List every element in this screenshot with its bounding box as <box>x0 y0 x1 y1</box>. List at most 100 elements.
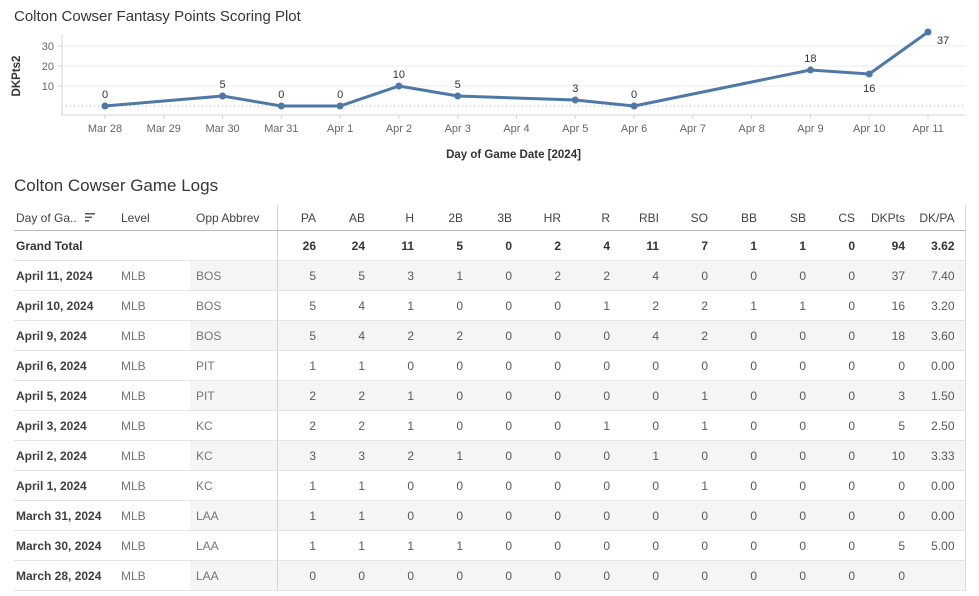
cell-stat[interactable]: 2 <box>375 440 424 471</box>
cell-level[interactable]: MLB <box>115 530 190 561</box>
cell-opp-abbrev[interactable]: LAA <box>190 500 277 531</box>
cell-stat[interactable]: 2 <box>669 320 718 351</box>
cell-stat[interactable]: 2 <box>522 260 571 291</box>
cell-stat[interactable]: 0 <box>718 350 767 381</box>
grand-total-value[interactable]: 3.62 <box>915 230 966 261</box>
cell-stat[interactable]: 0 <box>620 410 669 441</box>
cell-stat[interactable]: 2 <box>620 290 669 321</box>
cell-level[interactable]: MLB <box>115 380 190 411</box>
cell-stat[interactable]: 3.20 <box>915 290 966 321</box>
data-point-marker[interactable] <box>806 66 814 74</box>
column-header-dkpts[interactable]: DKPts <box>865 205 915 231</box>
grand-total-label[interactable]: Grand Total <box>14 230 115 261</box>
cell-stat[interactable]: 0 <box>375 350 424 381</box>
cell-level[interactable]: MLB <box>115 560 190 591</box>
cell-stat[interactable]: 0 <box>767 500 816 531</box>
data-point-marker[interactable] <box>454 92 462 100</box>
cell-stat[interactable]: 1 <box>276 500 326 531</box>
cell-stat[interactable]: 2.50 <box>915 410 966 441</box>
cell-stat[interactable]: 1 <box>326 350 375 381</box>
cell-stat[interactable]: 0 <box>816 440 865 471</box>
cell-stat[interactable]: 5 <box>276 260 326 291</box>
cell-stat[interactable]: 2 <box>326 380 375 411</box>
cell-stat[interactable]: 0 <box>473 350 522 381</box>
cell-stat[interactable]: 0 <box>865 350 915 381</box>
cell-stat[interactable]: 2 <box>669 290 718 321</box>
cell-opp[interactable] <box>190 230 277 261</box>
cell-stat[interactable]: 1 <box>424 530 473 561</box>
cell-stat[interactable]: 3 <box>276 440 326 471</box>
cell-stat[interactable]: 0 <box>767 260 816 291</box>
column-header-bb[interactable]: BB <box>718 205 767 231</box>
cell-stat[interactable]: 0 <box>424 500 473 531</box>
cell-game-date[interactable]: April 11, 2024 <box>14 260 115 291</box>
cell-stat[interactable]: 0 <box>669 260 718 291</box>
cell-stat[interactable]: 0 <box>522 410 571 441</box>
cell-stat[interactable]: 0 <box>865 500 915 531</box>
cell-stat[interactable]: 0 <box>326 560 375 591</box>
grand-total-value[interactable]: 5 <box>424 230 473 261</box>
cell-stat[interactable]: 5 <box>865 530 915 561</box>
cell-stat[interactable]: 0 <box>522 290 571 321</box>
data-point-marker[interactable] <box>219 92 227 100</box>
cell-stat[interactable]: 18 <box>865 320 915 351</box>
column-header-rbi[interactable]: RBI <box>620 205 669 231</box>
cell-stat[interactable]: 1 <box>326 500 375 531</box>
cell-stat[interactable]: 0 <box>375 470 424 501</box>
cell-stat[interactable]: 0 <box>816 560 865 591</box>
cell-stat[interactable]: 0.00 <box>915 350 966 381</box>
cell-game-date[interactable]: March 28, 2024 <box>14 560 115 591</box>
grand-total-value[interactable]: 11 <box>620 230 669 261</box>
cell-stat[interactable]: 0 <box>473 260 522 291</box>
cell-stat[interactable]: 0 <box>718 380 767 411</box>
cell-level[interactable]: MLB <box>115 440 190 471</box>
cell-opp-abbrev[interactable]: KC <box>190 440 277 471</box>
cell-stat[interactable]: 0 <box>767 560 816 591</box>
cell-stat[interactable]: 0 <box>767 440 816 471</box>
cell-opp-abbrev[interactable]: PIT <box>190 380 277 411</box>
cell-stat[interactable]: 0 <box>816 350 865 381</box>
data-point-marker[interactable] <box>336 102 344 110</box>
cell-stat[interactable]: 0 <box>816 470 865 501</box>
cell-opp-abbrev[interactable]: LAA <box>190 530 277 561</box>
cell-stat[interactable]: 1 <box>424 260 473 291</box>
cell-stat[interactable]: 1 <box>424 440 473 471</box>
cell-stat[interactable]: 0 <box>718 530 767 561</box>
column-header-2b[interactable]: 2B <box>424 205 473 231</box>
column-header-dk-pa[interactable]: DK/PA <box>915 205 966 231</box>
grand-total-value[interactable]: 24 <box>326 230 375 261</box>
cell-stat[interactable]: 1 <box>326 470 375 501</box>
cell-stat[interactable]: 0 <box>522 470 571 501</box>
cell-game-date[interactable]: April 3, 2024 <box>14 410 115 441</box>
cell-stat[interactable]: 1 <box>571 290 620 321</box>
cell-stat[interactable]: 0 <box>816 380 865 411</box>
data-point-marker[interactable] <box>630 102 638 110</box>
cell-opp-abbrev[interactable]: KC <box>190 470 277 501</box>
column-header-pa[interactable]: PA <box>276 205 326 231</box>
cell-stat[interactable]: 1 <box>669 410 718 441</box>
grand-total-value[interactable]: 4 <box>571 230 620 261</box>
cell-stat[interactable]: 2 <box>424 320 473 351</box>
cell-stat[interactable]: 0 <box>767 410 816 441</box>
grand-total-value[interactable]: 11 <box>375 230 424 261</box>
cell-game-date[interactable]: April 6, 2024 <box>14 350 115 381</box>
cell-stat[interactable]: 0 <box>718 440 767 471</box>
cell-stat[interactable]: 0 <box>473 500 522 531</box>
cell-stat[interactable]: 0 <box>424 560 473 591</box>
cell-level[interactable]: MLB <box>115 260 190 291</box>
grand-total-value[interactable]: 0 <box>816 230 865 261</box>
cell-stat[interactable]: 0 <box>473 560 522 591</box>
cell-stat[interactable]: 1 <box>375 290 424 321</box>
cell-stat[interactable]: 4 <box>620 320 669 351</box>
cell-stat[interactable]: 0 <box>816 530 865 561</box>
grand-total-value[interactable]: 7 <box>669 230 718 261</box>
column-header-r[interactable]: R <box>571 205 620 231</box>
cell-game-date[interactable]: April 9, 2024 <box>14 320 115 351</box>
cell-stat[interactable]: 5.00 <box>915 530 966 561</box>
grand-total-value[interactable]: 0 <box>473 230 522 261</box>
cell-stat[interactable]: 5 <box>276 320 326 351</box>
column-header-so[interactable]: SO <box>669 205 718 231</box>
data-point-marker[interactable] <box>395 82 403 90</box>
grand-total-value[interactable]: 26 <box>276 230 326 261</box>
cell-stat[interactable]: 3 <box>865 380 915 411</box>
